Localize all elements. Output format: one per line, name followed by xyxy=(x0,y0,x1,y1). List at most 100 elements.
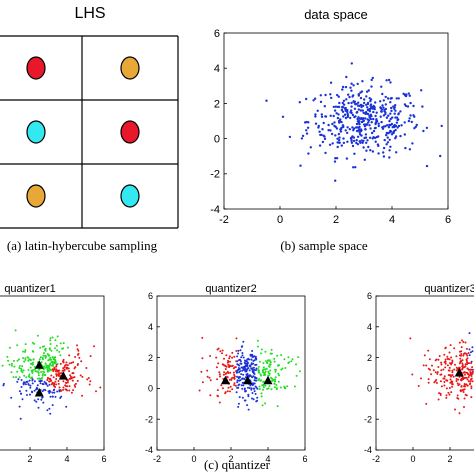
data-point xyxy=(283,385,286,388)
data-point xyxy=(200,370,203,373)
data-point xyxy=(397,118,400,121)
data-point xyxy=(62,347,65,350)
data-point xyxy=(440,373,443,376)
data-point xyxy=(469,368,472,371)
data-point xyxy=(459,390,462,393)
data-point xyxy=(361,109,364,112)
data-point xyxy=(384,112,387,116)
y-tick-label: 4 xyxy=(148,322,153,332)
data-point xyxy=(39,382,42,385)
data-point xyxy=(257,365,260,368)
data-point xyxy=(293,385,296,388)
data-point xyxy=(37,406,40,409)
data-point xyxy=(382,99,385,102)
data-point xyxy=(334,105,338,108)
data-point xyxy=(389,145,392,148)
data-point xyxy=(284,367,287,369)
data-point xyxy=(344,106,347,110)
data-point xyxy=(470,387,473,390)
data-point xyxy=(327,129,330,132)
data-point xyxy=(458,412,461,415)
data-point xyxy=(51,395,54,398)
data-point xyxy=(372,110,375,114)
data-point xyxy=(237,369,239,371)
data-point xyxy=(336,93,339,97)
data-point xyxy=(72,361,75,364)
lhs-sample-dot xyxy=(26,184,46,208)
data-point xyxy=(29,384,32,387)
x-tick-label: -2 xyxy=(219,214,229,226)
data-point xyxy=(24,357,27,360)
data-point xyxy=(81,394,84,397)
data-point xyxy=(399,134,402,138)
data-point xyxy=(250,388,253,391)
data-point xyxy=(226,376,229,379)
data-point xyxy=(442,377,445,380)
data-point xyxy=(368,114,371,118)
data-point xyxy=(381,92,384,96)
data-point xyxy=(353,107,357,111)
data-point xyxy=(408,94,411,98)
data-point xyxy=(51,356,54,359)
data-point xyxy=(240,366,243,369)
data-point xyxy=(209,355,212,357)
data-point xyxy=(451,369,454,372)
data-point xyxy=(227,386,230,389)
data-point xyxy=(448,393,451,396)
data-point xyxy=(58,390,61,393)
data-point xyxy=(240,362,243,365)
data-point xyxy=(248,387,251,389)
data-point xyxy=(231,364,234,367)
data-point xyxy=(450,381,453,384)
data-point xyxy=(394,124,398,128)
data-point xyxy=(366,118,369,121)
data-point xyxy=(40,371,43,373)
data-point xyxy=(395,97,398,100)
data-point xyxy=(73,367,76,370)
data-point xyxy=(437,358,440,361)
data-point xyxy=(257,369,260,372)
data-point xyxy=(392,105,395,108)
y-tick-label: -2 xyxy=(145,414,153,424)
data-point xyxy=(364,128,367,131)
data-point xyxy=(403,133,406,136)
data-point xyxy=(53,388,56,391)
data-point xyxy=(458,354,461,357)
data-point xyxy=(333,109,337,112)
data-point xyxy=(374,126,377,130)
data-point xyxy=(29,366,32,369)
data-point xyxy=(241,354,244,357)
data-point xyxy=(386,97,390,100)
data-point xyxy=(16,380,19,383)
data-point xyxy=(440,124,443,128)
data-point xyxy=(74,385,77,388)
data-point xyxy=(47,369,50,372)
data-point xyxy=(266,362,269,365)
data-point xyxy=(240,378,243,380)
data-point xyxy=(321,140,325,144)
data-point xyxy=(201,336,204,339)
data-point xyxy=(43,345,45,348)
data-point xyxy=(457,378,460,381)
y-tick-label: 4 xyxy=(367,322,372,332)
data-point xyxy=(29,358,32,361)
data-point xyxy=(328,143,332,146)
data-point xyxy=(469,380,472,382)
data-point xyxy=(253,387,256,390)
data-point xyxy=(385,131,388,135)
data-point xyxy=(362,101,366,105)
data-point xyxy=(329,129,332,132)
data-point xyxy=(68,370,71,373)
data-point xyxy=(63,369,66,372)
data-point xyxy=(355,122,359,126)
data-point xyxy=(371,76,374,80)
data-point xyxy=(237,352,240,355)
data-point xyxy=(422,364,425,367)
data-point xyxy=(425,164,429,168)
data-point xyxy=(450,380,453,383)
data-point xyxy=(8,363,11,366)
data-point xyxy=(377,152,380,155)
data-point xyxy=(239,370,242,373)
data-point xyxy=(227,372,230,374)
data-point xyxy=(305,97,308,101)
